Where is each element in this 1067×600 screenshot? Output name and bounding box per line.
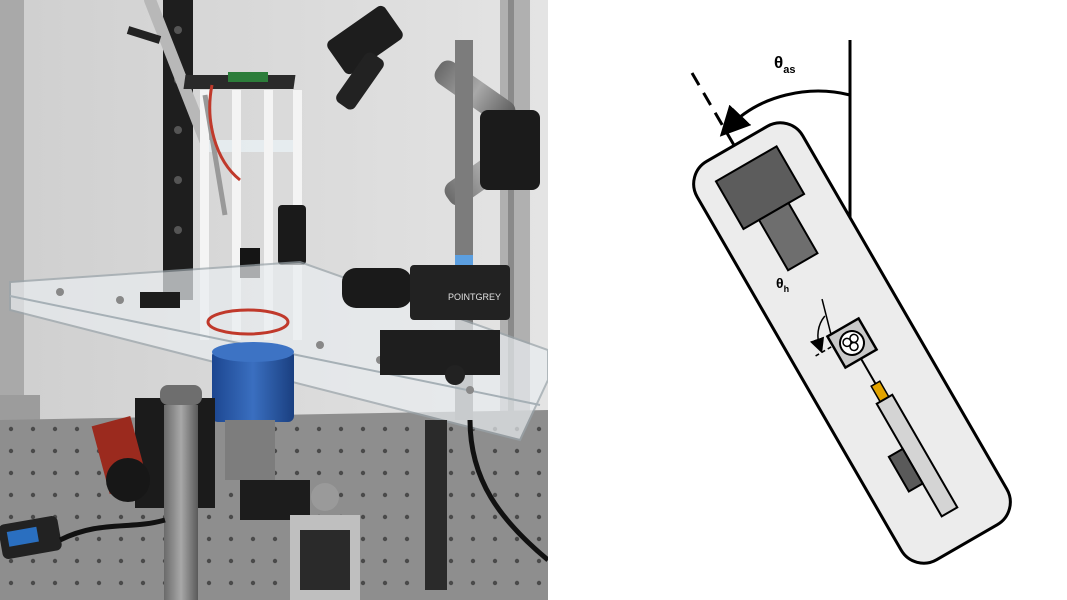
post-clamp [480, 110, 540, 190]
head-reference-dashed [815, 344, 835, 357]
blue-rotary-mount [212, 350, 294, 422]
upper-camera [327, 5, 403, 75]
cable-right [467, 419, 548, 562]
circuit-board [228, 72, 268, 82]
body-axis-dashed [690, 72, 740, 153]
acrylic-mid-plate [200, 140, 300, 152]
red-wire [208, 84, 241, 182]
platform-clamp [140, 292, 180, 308]
objective-lens [278, 205, 306, 265]
upper-camera-lens [336, 52, 384, 110]
camera-lens-block [757, 201, 819, 272]
chamber-lobe-3 [849, 341, 859, 352]
stage-knob [445, 365, 465, 385]
schematic-diagram: θas θh [548, 0, 1067, 600]
angle-h-label: θh [776, 275, 789, 294]
side-camera-lens [342, 268, 412, 308]
chamber-lobe-2 [849, 333, 859, 344]
cable-left [58, 517, 166, 543]
angle-as-arc [719, 89, 851, 137]
pulley [311, 483, 339, 511]
diagonal-rod [144, 0, 211, 146]
tower-rod-3 [264, 90, 273, 340]
probe-wire [860, 358, 877, 385]
battery-label [6, 526, 39, 547]
rig-photo-drawing: POINTGREY [0, 0, 548, 600]
tower-rod-2 [232, 90, 241, 340]
rail-carriage [887, 447, 925, 493]
main-post [164, 405, 198, 600]
schematic-svg: θas θh [690, 40, 1012, 565]
red-ring-wire [206, 308, 290, 336]
probe-needle [202, 94, 228, 216]
mount-arm [126, 26, 162, 44]
tower-rod-1 [200, 90, 209, 340]
camera-brand-label: POINTGREY [448, 292, 501, 302]
rig-photo: POINTGREY [0, 0, 548, 600]
frame-right-slot [508, 0, 514, 430]
side-camera-body [410, 265, 510, 320]
angle-as-label: θas [774, 53, 795, 76]
shaft-housing [225, 420, 275, 480]
right-post-base [425, 420, 447, 590]
rotary-top [212, 342, 294, 362]
angle-h-arc [809, 315, 826, 354]
stepper-motor-face [300, 530, 350, 590]
post-holder-top [160, 385, 202, 405]
connector-disc [106, 458, 150, 502]
camera-stage [380, 330, 500, 375]
silver-post-upper [434, 60, 516, 126]
belt-bracket [240, 480, 310, 520]
frame-left [0, 0, 24, 430]
device-body [692, 121, 1012, 565]
